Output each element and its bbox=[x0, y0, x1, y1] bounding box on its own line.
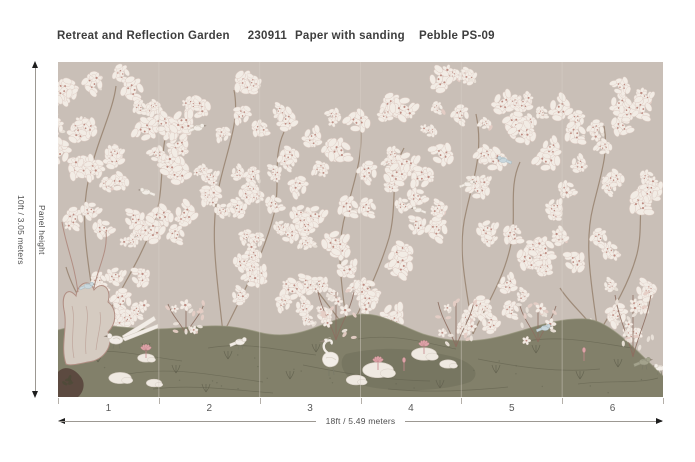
horizontal-dimension-arrow: 18ft / 5.49 meters bbox=[58, 414, 663, 428]
panel-number: 5 bbox=[508, 403, 515, 414]
panel-number: 3 bbox=[307, 403, 313, 414]
mural-artwork bbox=[58, 62, 663, 397]
tick-mark bbox=[360, 398, 362, 404]
panel-number: 2 bbox=[206, 403, 213, 414]
tick-mark bbox=[663, 398, 664, 404]
panel-number: 1 bbox=[105, 403, 112, 414]
panel-number: 6 bbox=[609, 403, 616, 414]
tick-mark bbox=[562, 398, 564, 404]
vertical-dimension-arrow bbox=[32, 61, 38, 398]
panel-width-value: 18ft / 5.49 meters bbox=[315, 416, 406, 426]
tick-mark bbox=[461, 398, 463, 404]
material-name: Paper with sanding bbox=[295, 30, 405, 42]
tick-mark bbox=[158, 398, 160, 404]
product-code: 230911 bbox=[247, 30, 288, 42]
panel-height-value: 10ft / 3.05 meters bbox=[16, 194, 26, 265]
panel-numbers: 1 2 3 4 5 6 bbox=[58, 403, 663, 414]
panel-scale bbox=[58, 398, 664, 405]
mural-panel bbox=[58, 62, 663, 397]
tick-mark bbox=[58, 398, 59, 404]
page-title: Retreat and Reflection Garden 230911 Paper… bbox=[57, 30, 495, 42]
product-name: Retreat and Reflection Garden bbox=[57, 30, 230, 42]
panel-number: 4 bbox=[408, 403, 414, 414]
panel-height-label: Panel height bbox=[37, 204, 47, 255]
colorway-name: Pebble PS-09 bbox=[418, 30, 495, 42]
tick-mark bbox=[259, 398, 261, 404]
